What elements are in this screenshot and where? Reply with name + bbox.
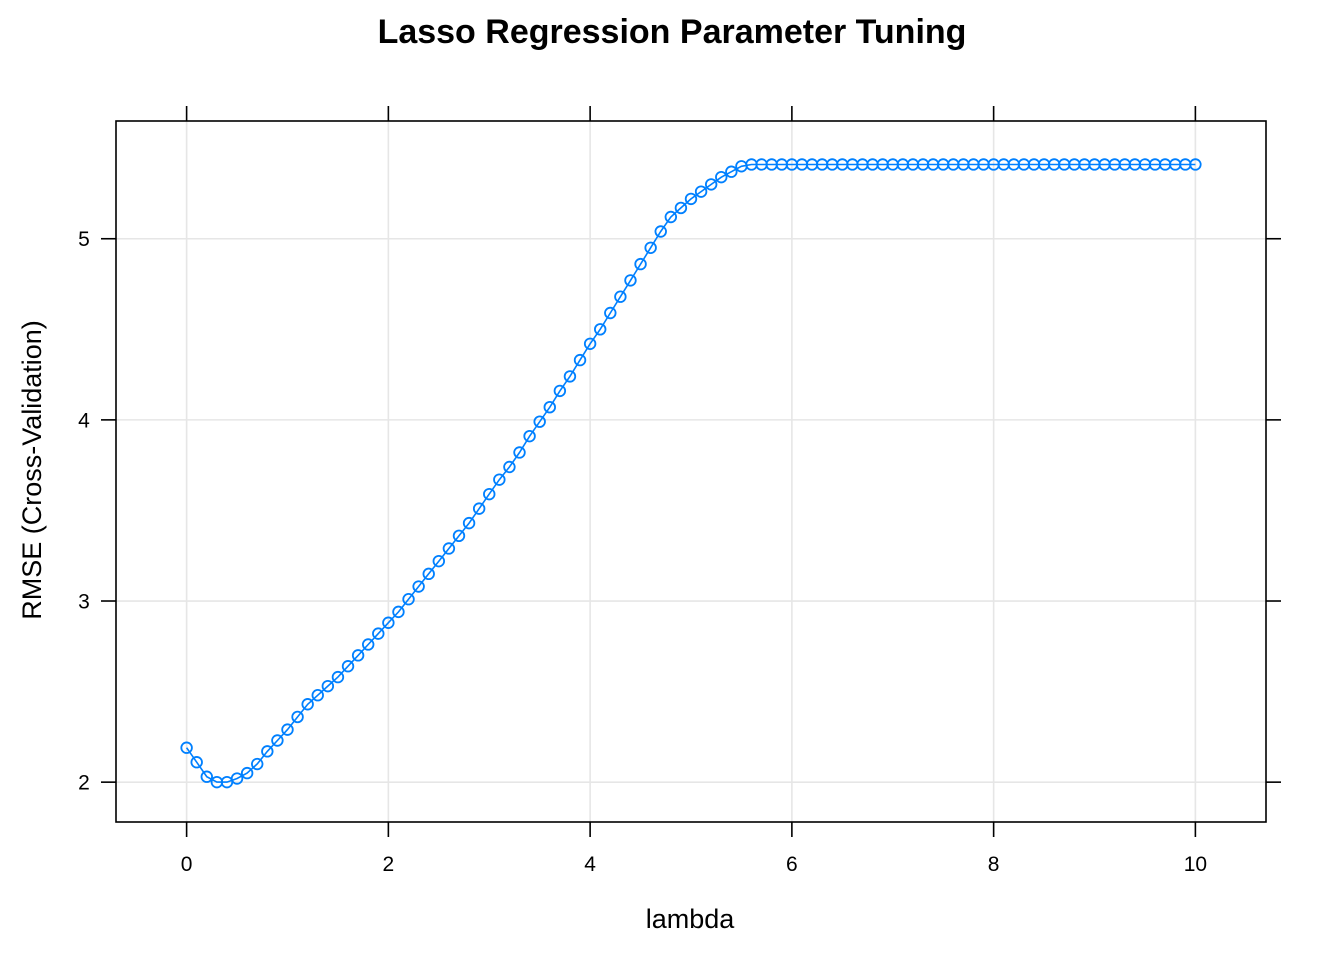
data-point xyxy=(321,679,335,693)
data-point xyxy=(563,370,577,383)
plot-frame xyxy=(115,120,1267,823)
data-point xyxy=(372,627,385,640)
data-point xyxy=(422,567,435,581)
y-tick-label: 5 xyxy=(78,228,90,251)
data-point xyxy=(452,529,466,543)
data-point xyxy=(361,638,375,651)
series-line xyxy=(185,163,1196,783)
data-point xyxy=(412,580,425,593)
data-point xyxy=(624,274,637,287)
ticks: 0 2 4 6 8 10 2 3 4 5 xyxy=(78,106,1281,876)
data-point xyxy=(240,766,254,780)
data-point xyxy=(684,192,698,206)
data-point xyxy=(261,745,274,758)
data-point xyxy=(725,165,738,178)
data-point xyxy=(200,770,213,783)
data-point xyxy=(311,689,324,702)
data-point xyxy=(704,178,718,191)
data-point xyxy=(291,710,304,724)
data-point xyxy=(442,542,456,555)
data-point xyxy=(583,337,597,350)
data-point xyxy=(604,306,617,320)
data-point xyxy=(341,660,355,673)
data-point xyxy=(402,593,415,606)
x-tick-label: 0 xyxy=(181,853,193,876)
x-tick-label: 10 xyxy=(1184,853,1207,876)
data-point xyxy=(271,734,284,747)
grid xyxy=(116,121,1266,822)
data-point xyxy=(533,415,546,428)
data-point xyxy=(483,487,496,501)
data-point xyxy=(674,201,688,215)
y-tick-label: 4 xyxy=(78,409,90,432)
data-point xyxy=(281,723,294,736)
data-point xyxy=(472,502,486,515)
data-point xyxy=(644,241,657,254)
data-point xyxy=(573,353,587,367)
x-axis-label: lambda xyxy=(646,904,736,934)
x-tick-label: 6 xyxy=(786,853,798,876)
data-point xyxy=(634,257,647,271)
data-point xyxy=(614,290,627,303)
data-point xyxy=(462,516,476,530)
data-point xyxy=(301,698,314,711)
data-point xyxy=(543,400,556,414)
data-point xyxy=(432,554,446,568)
data-point xyxy=(1189,158,1202,171)
data-point xyxy=(694,185,708,198)
data-point xyxy=(523,429,536,443)
data-point xyxy=(180,741,193,754)
data-point xyxy=(190,756,203,769)
data-point xyxy=(382,616,395,629)
chart-title: Lasso Regression Parameter Tuning xyxy=(378,13,967,51)
data-point xyxy=(594,323,607,336)
series-layer xyxy=(180,158,1202,789)
data-point xyxy=(331,670,345,684)
y-tick-label: 3 xyxy=(78,591,90,614)
y-axis-label: RMSE (Cross-Validation) xyxy=(17,320,47,620)
data-point xyxy=(351,649,365,662)
data-point xyxy=(392,605,405,619)
data-point xyxy=(251,757,264,771)
data-point xyxy=(553,384,567,398)
data-point xyxy=(664,210,678,224)
x-tick-label: 2 xyxy=(383,853,395,876)
data-point xyxy=(503,460,516,474)
data-point xyxy=(513,446,526,459)
x-tick-label: 4 xyxy=(584,853,596,876)
y-tick-label: 2 xyxy=(78,772,90,795)
data-point xyxy=(493,473,506,486)
x-tick-label: 8 xyxy=(988,853,1000,876)
data-point xyxy=(654,225,667,238)
data-point xyxy=(230,772,244,785)
data-point xyxy=(715,170,728,184)
